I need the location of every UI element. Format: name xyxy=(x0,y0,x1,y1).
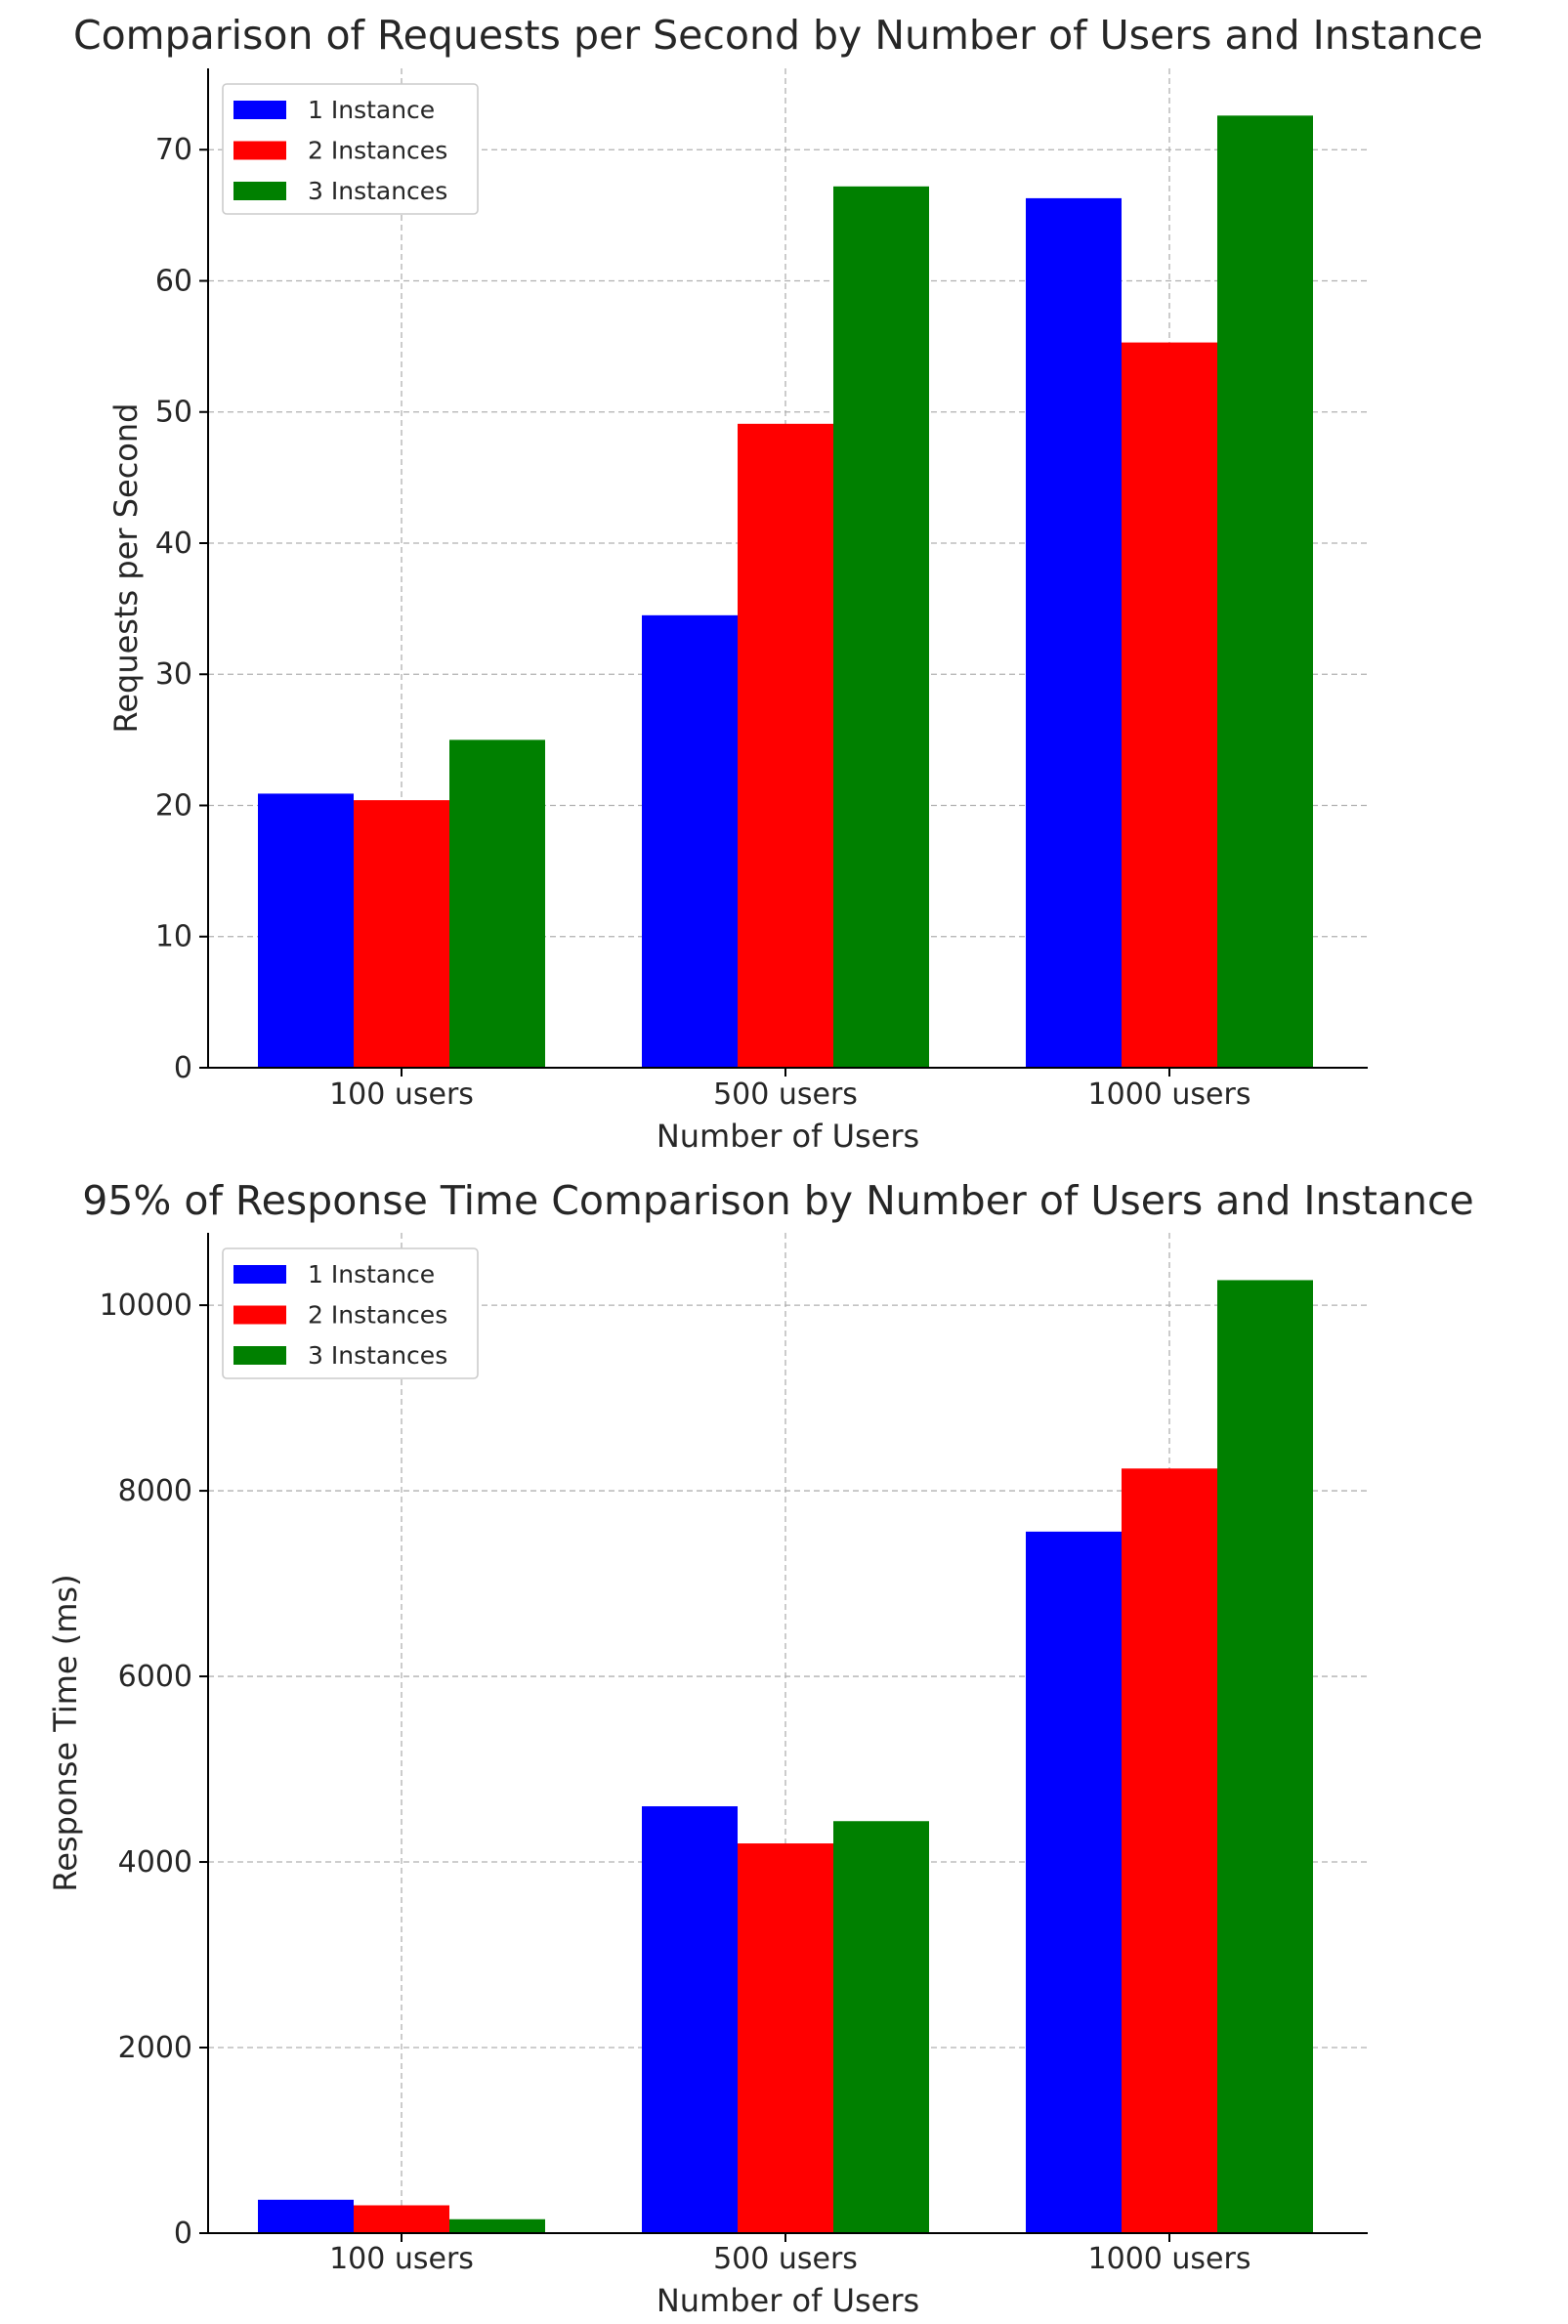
x-axis-label: Number of Users xyxy=(657,2282,919,2319)
legend-label: 3 Instances xyxy=(308,1341,447,1370)
bar-2-instances-1000-users xyxy=(1122,342,1217,1068)
bar-3-instances-1000-users xyxy=(1217,115,1313,1069)
x-tick-label: 1000 users xyxy=(1088,1077,1251,1112)
x-tick-label: 1000 users xyxy=(1088,2242,1251,2276)
legend-box xyxy=(222,83,479,215)
legend-swatch-1-instance xyxy=(233,1265,286,1284)
x-tick-label: 100 users xyxy=(329,2242,474,2276)
chart-title: 95% of Response Time Comparison by Numbe… xyxy=(82,1177,1474,1224)
y-tick-label: 70 xyxy=(155,133,192,167)
legend-label: 3 Instances xyxy=(308,177,447,205)
y-tick-label: 60 xyxy=(155,264,192,298)
legend-label: 1 Instance xyxy=(308,1260,435,1289)
x-tick-label: 500 users xyxy=(713,2242,858,2276)
legend-swatch-3-instances xyxy=(233,182,286,200)
legend-label: 2 Instances xyxy=(308,1301,447,1330)
bar-3-instances-500-users xyxy=(833,1821,929,2233)
x-tick-label: 500 users xyxy=(713,1077,858,1112)
bar-1-instance-1000-users xyxy=(1026,197,1122,1069)
bar-3-instances-1000-users xyxy=(1217,1280,1313,2233)
bar-1-instance-100-users xyxy=(258,793,354,1068)
response-time-chart: 95% of Response Time Comparison by Numbe… xyxy=(47,1177,1474,2319)
y-tick-label: 10 xyxy=(155,920,192,954)
legend-swatch-1-instance xyxy=(233,101,286,119)
bar-2-instances-500-users xyxy=(738,1843,833,2233)
legend-swatch-2-instances xyxy=(233,141,286,160)
bar-1-instance-500-users xyxy=(642,614,738,1068)
y-tick-label: 0 xyxy=(174,2217,192,2251)
requests-per-second-chart: Comparison of Requests per Second by Num… xyxy=(73,12,1483,1155)
y-axis-label: Response Time (ms) xyxy=(47,1574,84,1891)
legend-label: 2 Instances xyxy=(308,137,447,165)
bar-1-instance-1000-users xyxy=(1026,1531,1122,2233)
y-tick-label: 8000 xyxy=(118,1474,192,1508)
bar-3-instances-100-users xyxy=(449,739,545,1068)
y-axis-label: Requests per Second xyxy=(107,403,145,734)
bar-2-instances-100-users xyxy=(354,800,449,1068)
legend-box xyxy=(222,1247,479,1379)
bar-2-instances-1000-users xyxy=(1122,1468,1217,2233)
x-tick-label: 100 users xyxy=(329,1077,474,1112)
y-tick-label: 30 xyxy=(155,657,192,692)
x-axis-label: Number of Users xyxy=(657,1118,919,1155)
legend-swatch-2-instances xyxy=(233,1305,286,1325)
y-tick-label: 10000 xyxy=(100,1289,192,1323)
legend: 1 Instance 2 Instances 3 Instances xyxy=(222,83,479,215)
bar-2-instances-100-users xyxy=(354,2205,449,2233)
bar-1-instance-500-users xyxy=(642,1806,738,2233)
y-tick-label: 20 xyxy=(155,788,192,823)
bar-2-instances-500-users xyxy=(738,423,833,1068)
legend-swatch-3-instances xyxy=(233,1346,286,1365)
y-tick-label: 50 xyxy=(155,396,192,430)
bar-3-instances-500-users xyxy=(833,186,929,1068)
bar-3-instances-100-users xyxy=(449,2218,545,2233)
bar-1-instance-100-users xyxy=(258,2199,354,2233)
legend-label: 1 Instance xyxy=(308,96,435,124)
legend: 1 Instance 2 Instances 3 Instances xyxy=(222,1247,479,1379)
y-tick-label: 6000 xyxy=(118,1660,192,1694)
y-tick-label: 40 xyxy=(155,527,192,561)
y-tick-label: 2000 xyxy=(118,2031,192,2065)
y-tick-label: 0 xyxy=(174,1051,192,1085)
chart-title: Comparison of Requests per Second by Num… xyxy=(73,12,1483,59)
y-tick-label: 4000 xyxy=(118,1845,192,1880)
